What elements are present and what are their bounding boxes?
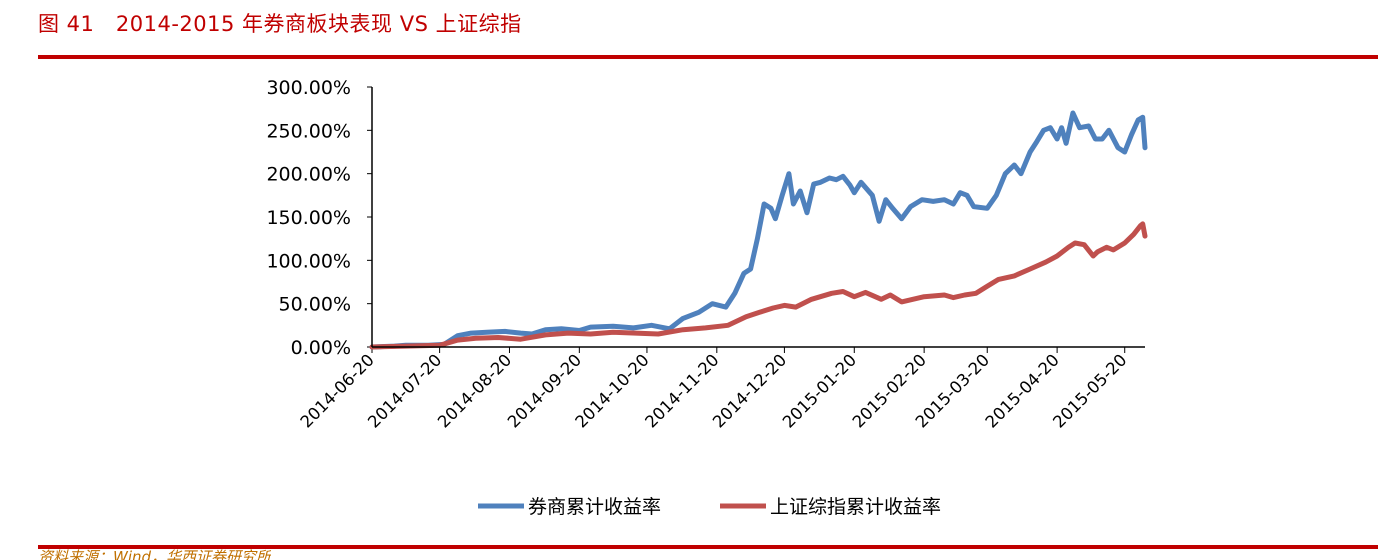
footer-divider	[38, 545, 1378, 549]
source-note: 资料来源：Wind，华西证券研究所	[38, 549, 272, 560]
axes	[371, 87, 1145, 348]
y-tick-label: 50.00%	[279, 294, 351, 316]
title-divider	[38, 55, 1378, 59]
x-axis-ticks: 2014-06-202014-07-202014-08-202014-09-20…	[297, 347, 1131, 432]
x-tick-label: 2015-01-20	[779, 350, 860, 431]
series-lines	[369, 110, 1148, 350]
legend-label: 券商累计收益率	[528, 496, 661, 518]
y-tick-label: 150.00%	[266, 207, 351, 229]
y-tick-label: 100.00%	[266, 250, 351, 272]
legend-label: 上证综指累计收益率	[770, 496, 941, 518]
y-tick-label: 0.00%	[291, 337, 351, 359]
y-tick-label: 250.00%	[266, 120, 351, 142]
legend: 券商累计收益率 上证综指累计收益率	[478, 496, 941, 518]
y-tick-label: 200.00%	[266, 164, 351, 186]
y-axis-ticks: 0.00% 50.00% 100.00% 150.00% 200.00% 250.00% 3…	[266, 77, 372, 359]
x-tick-label: 2014-08-20	[434, 350, 515, 431]
line-chart: 0.00% 50.00% 100.00% 150.00% 200.00% 250.00% 3…	[266, 77, 1148, 518]
sse-index-return-line	[369, 221, 1148, 350]
figure-title: 图 41 2014-2015 年券商板块表现 VS 上证综指	[38, 12, 522, 36]
broker-return-line	[369, 110, 1148, 350]
y-tick-label: 300.00%	[266, 77, 351, 99]
